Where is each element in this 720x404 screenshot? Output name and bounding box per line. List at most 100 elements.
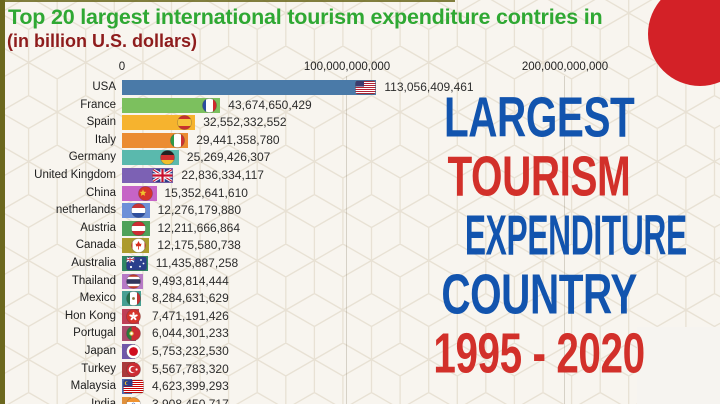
austria-flag-icon — [128, 220, 149, 236]
value-label: 5,753,232,530 — [152, 344, 229, 358]
bar-row: Portugal 6,044,301,233 — [0, 326, 720, 342]
value-label: 29,441,358,780 — [196, 132, 280, 147]
value-label: 12,175,580,738 — [157, 238, 241, 253]
headline-text: TOURISM — [447, 144, 631, 208]
country-label: Japan — [84, 345, 116, 357]
japan-flag-icon — [123, 344, 144, 359]
bar-row: India 3,908,450,717 — [0, 396, 720, 404]
italy-flag-icon — [167, 132, 188, 148]
country-label: USA — [92, 81, 116, 93]
value-label: 32,552,332,552 — [203, 115, 287, 130]
bar-row: Thailand 9,493,814,444 — [0, 273, 720, 289]
country-label: netherlands — [55, 204, 116, 217]
france-flag-icon — [199, 97, 220, 113]
united-kingdom-flag-icon — [152, 168, 173, 183]
value-label: 4,623,399,293 — [152, 379, 229, 394]
country-label: Malaysia — [70, 380, 116, 393]
country-label: Spain — [86, 116, 116, 129]
headline-text: EXPENDITURE — [464, 203, 687, 267]
portugal-flag-icon — [123, 326, 144, 342]
headline-text: LARGEST — [443, 85, 635, 149]
top-border-strip — [0, 0, 455, 2]
country-label: China — [85, 186, 116, 199]
country-label: Turkey — [81, 362, 116, 375]
value-label: 3,908,450,717 — [152, 396, 229, 404]
value-label: 113,056,409,461 — [384, 80, 474, 94]
chart-subtitle: (in billion U.S. dollars) — [7, 31, 198, 51]
china-flag-icon — [135, 185, 156, 201]
headline-line-years: 1995 - 2020 — [415, 320, 663, 384]
value-label: 15,352,641,610 — [164, 185, 248, 200]
bar-row: Turkey 5,567,783,320 — [0, 361, 720, 377]
bar-row: Australia 11,435,887,258 — [0, 256, 720, 271]
bar-row: France 43,674,650,429 — [0, 97, 720, 113]
country-label: Thailand — [71, 274, 116, 287]
value-label: 25,269,426,307 — [186, 150, 271, 165]
hong-kong-flag-icon — [123, 308, 144, 324]
canada-flag-icon — [128, 238, 149, 254]
value-bar — [122, 97, 221, 113]
germany-flag-icon — [157, 150, 178, 166]
country-label: Mexico — [79, 292, 116, 305]
bar-row: Austria 12,211,666,864 — [0, 220, 720, 236]
country-label: India — [91, 397, 116, 404]
netherlands-flag-icon — [128, 203, 149, 219]
bar-row: Canada 12,175,580,738 — [0, 238, 720, 254]
headline-line-tourism: TOURISM — [415, 143, 663, 207]
bar-row: Hon Kong 7,471,191,426 — [0, 308, 720, 324]
india-flag-icon — [123, 396, 144, 404]
headline-overlay: LARGEST TOURISM EXPENDITURE COUNTRY 1995… — [415, 84, 687, 384]
value-label: 12,211,666,864 — [157, 220, 241, 235]
turkey-flag-icon — [123, 361, 144, 377]
malaysia-flag-icon — [122, 379, 144, 394]
bar-row: Malaysia 4,623,399,293 — [0, 379, 720, 395]
usa-flag-icon — [355, 80, 376, 95]
value-label: 9,493,814,444 — [152, 273, 229, 288]
country-label: Austria — [80, 221, 116, 234]
country-label: Canada — [75, 239, 116, 252]
bar-row: China 15,352,641,610 — [0, 185, 720, 201]
value-label: 11,435,887,258 — [155, 256, 239, 270]
gridline-200b — [564, 76, 565, 404]
value-bar — [122, 396, 131, 404]
bar-row: United Kingdom 22,836,334,117 — [0, 168, 720, 183]
country-label: Germany — [68, 151, 116, 164]
left-border-strip — [0, 0, 5, 404]
australia-flag-icon — [126, 256, 148, 271]
spain-flag-icon — [174, 115, 195, 131]
headline-line-expenditure: EXPENDITURE — [415, 202, 687, 266]
value-label: 8,284,631,629 — [152, 291, 229, 306]
x-axis-tick-0: 0 — [118, 61, 126, 73]
background-white-patch — [637, 327, 720, 404]
headline-text: 1995 - 2020 — [433, 321, 645, 385]
country-label: Hon Kong — [64, 309, 116, 322]
chart-title: Top 20 largest international tourism exp… — [8, 5, 603, 29]
bar-row: USA 113,056,409,461 — [0, 80, 720, 95]
value-label: 22,836,334,117 — [181, 168, 264, 182]
bar-row: Mexico 8,284,631,629 — [0, 291, 720, 307]
x-axis-tick-200b: 200,000,000,000 — [521, 61, 609, 73]
headline-text: COUNTRY — [441, 262, 637, 326]
bar-row: Germany 25,269,426,307 — [0, 150, 720, 166]
value-bar — [122, 80, 377, 95]
bar-row: Spain 32,552,332,552 — [0, 115, 720, 131]
country-label: France — [80, 98, 116, 111]
value-label: 6,044,301,233 — [152, 326, 229, 341]
thailand-flag-icon — [123, 273, 144, 289]
value-label: 7,471,191,426 — [152, 308, 229, 323]
country-label: Portugal — [73, 327, 116, 340]
value-label: 12,276,179,880 — [157, 203, 242, 218]
x-axis-tick-100b: 100,000,000,000 — [303, 61, 391, 73]
value-bar — [122, 115, 196, 131]
headline-line-country: COUNTRY — [415, 261, 663, 325]
headline-line-largest: LARGEST — [415, 84, 663, 148]
country-label: United Kingdom — [34, 169, 116, 181]
bar-row: netherlands 12,276,179,880 — [0, 203, 720, 219]
gridline-100b — [346, 76, 347, 404]
bar-row: Japan 5,753,232,530 — [0, 344, 720, 359]
value-label: 5,567,783,320 — [152, 361, 229, 376]
value-label: 43,674,650,429 — [228, 97, 312, 112]
